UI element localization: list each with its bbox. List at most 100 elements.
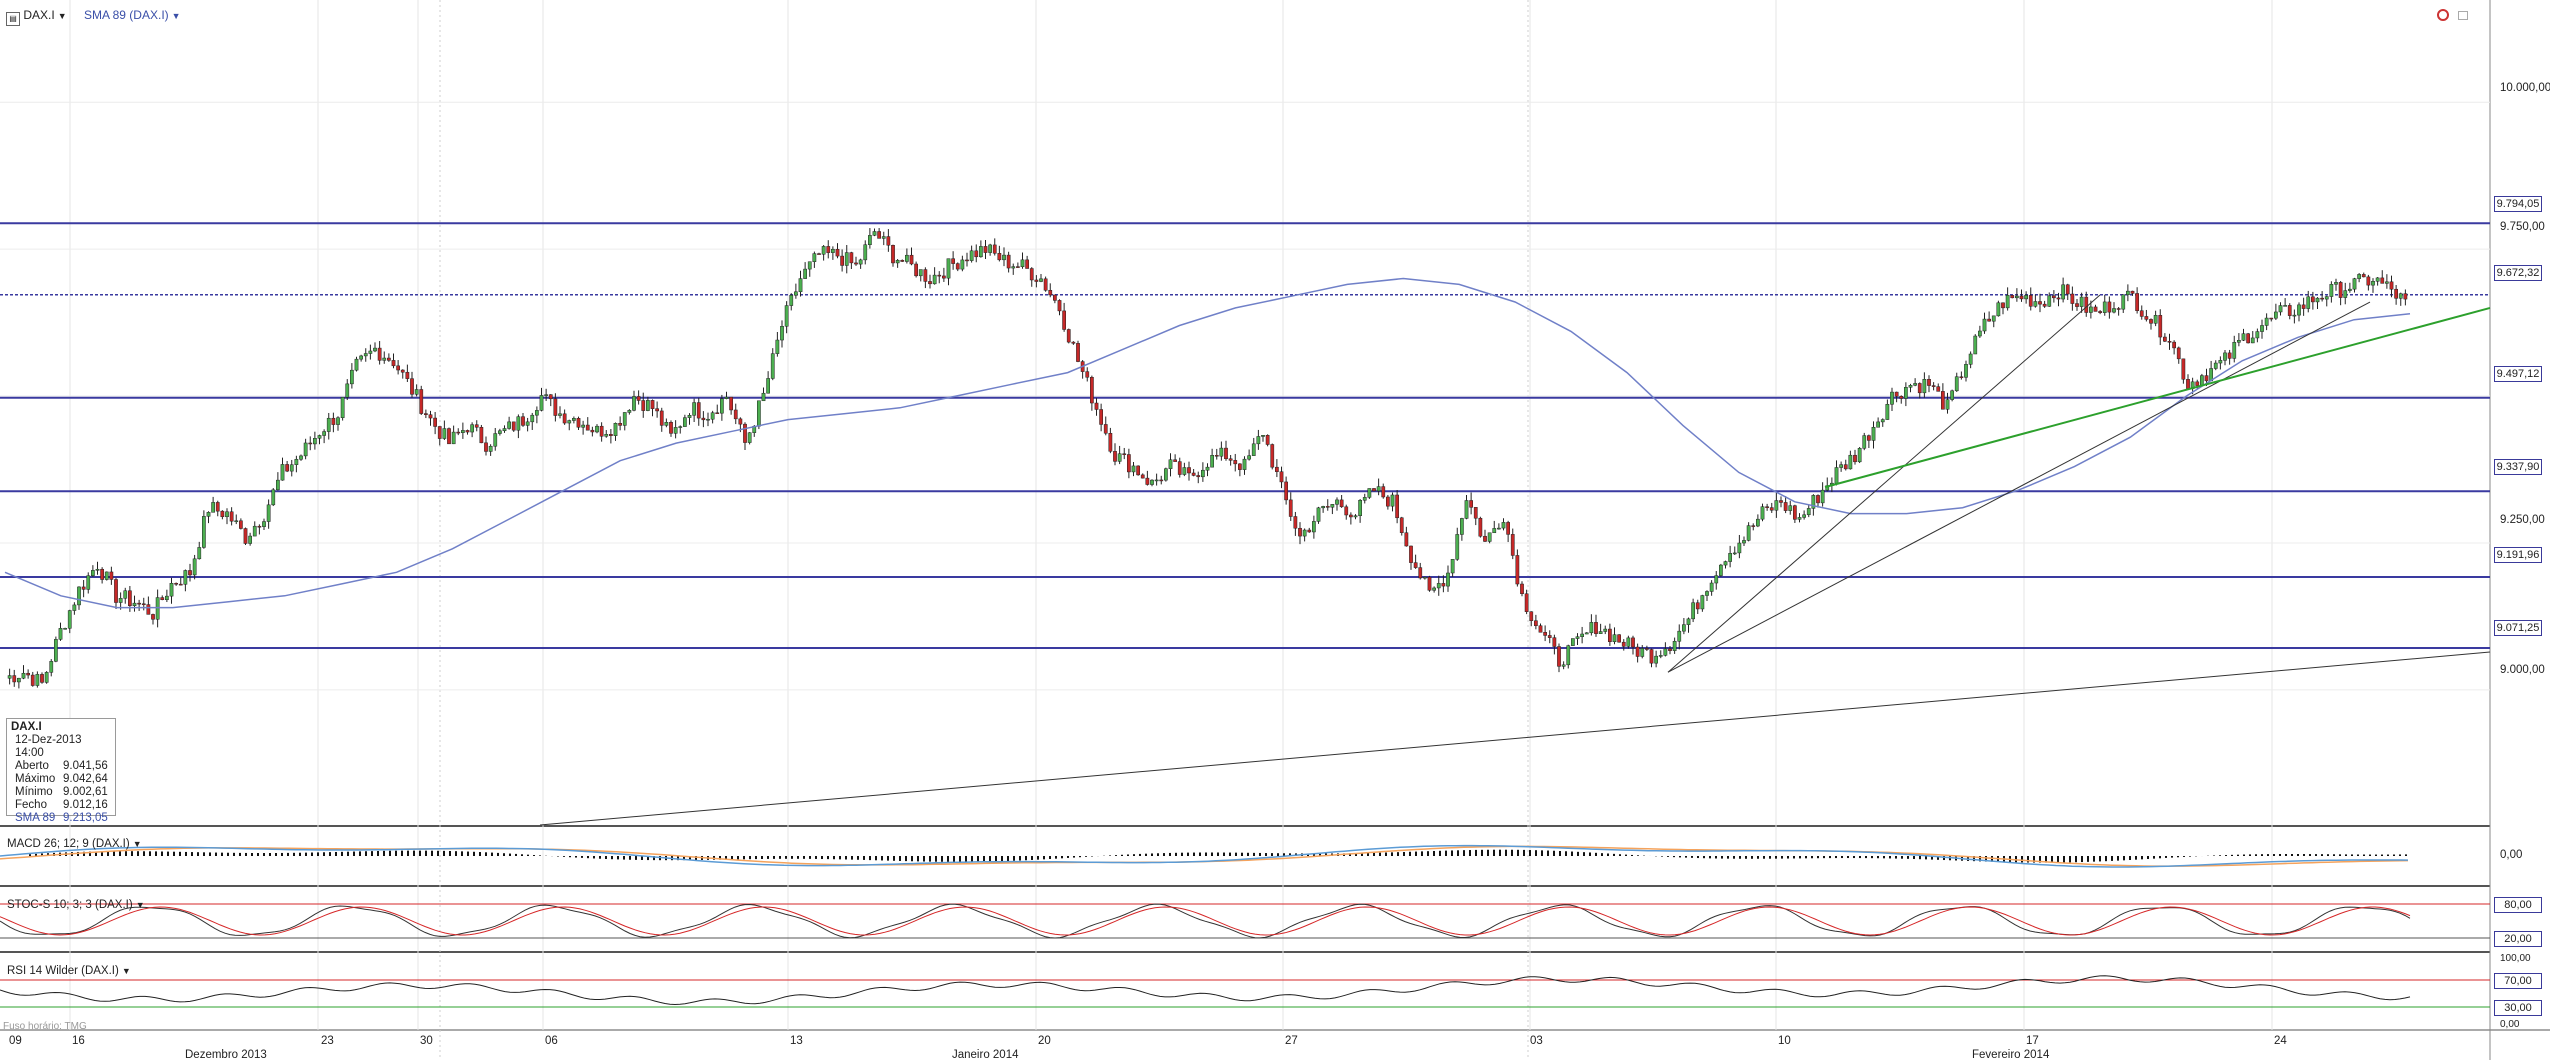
rsi-pane-label[interactable]: RSI 14 Wilder (DAX.I) ▼ xyxy=(7,965,131,977)
candle-body xyxy=(1908,385,1913,388)
candle-body xyxy=(2163,336,2167,342)
candle-body xyxy=(49,661,54,673)
candle-body xyxy=(1793,505,1797,520)
candle-body xyxy=(1279,471,1284,483)
candle-body xyxy=(2334,282,2338,285)
candle-body xyxy=(770,353,775,379)
indicator-selector[interactable]: SMA 89 (DAX.I) ▼ xyxy=(84,8,181,22)
candle-body xyxy=(1552,637,1557,647)
candle-body xyxy=(747,432,752,443)
candle-body xyxy=(2385,281,2389,284)
candle-body xyxy=(488,445,493,452)
candle-body xyxy=(2186,379,2190,389)
candle-body xyxy=(1649,649,1654,664)
candle-body xyxy=(2343,290,2348,298)
candle-body xyxy=(1335,499,1339,505)
candle-body xyxy=(377,347,382,361)
window-toggle-icon[interactable] xyxy=(2458,11,2468,20)
candle-body xyxy=(997,253,1002,261)
symbol-selector[interactable]: DAX.I ▼ xyxy=(23,8,66,22)
clock-icon[interactable] xyxy=(2437,9,2449,21)
stoc-pane-label[interactable]: STOC-S 10; 3; 3 (DAX.I) ▼ xyxy=(7,899,145,911)
candle-body xyxy=(1867,435,1871,441)
candle-body xyxy=(336,417,340,425)
candle-body xyxy=(2398,293,2403,299)
candle-body xyxy=(211,502,215,513)
candle-body xyxy=(1016,266,1020,268)
x-day-label: 03 xyxy=(1530,1035,1543,1047)
candle-body xyxy=(664,422,669,426)
candle-body xyxy=(1705,591,1709,596)
candle-body xyxy=(590,429,595,433)
candle-body xyxy=(942,275,946,279)
candle-body xyxy=(535,410,539,416)
stoc-lo-tag: 20,00 xyxy=(2494,931,2542,947)
candle-body xyxy=(456,431,461,434)
candle-body xyxy=(1987,318,1991,322)
candle-body xyxy=(511,421,516,431)
candle-body xyxy=(1409,545,1413,563)
candle-body xyxy=(479,427,484,444)
candle-body xyxy=(2158,315,2163,338)
candle-body xyxy=(1006,254,1011,269)
rsi-70-tag: 70,00 xyxy=(2494,973,2542,989)
candle-body xyxy=(141,603,146,606)
candle-body xyxy=(1723,561,1728,566)
candle-body xyxy=(646,400,650,411)
candle-body xyxy=(146,604,151,615)
candle-body xyxy=(1672,641,1677,651)
candle-body xyxy=(2033,301,2038,307)
candle-body xyxy=(581,424,585,428)
candle-body xyxy=(2297,304,2301,316)
candle-body xyxy=(1913,383,1917,386)
candle-body xyxy=(1099,409,1103,425)
candle-body xyxy=(2375,277,2380,282)
candle-body xyxy=(1214,455,1219,457)
info-row: Fecho 9.012,16 xyxy=(15,799,108,811)
candle-body xyxy=(2260,325,2264,332)
level-price-tag: 9.191,96 xyxy=(2494,547,2542,563)
candle-body xyxy=(1367,488,1372,498)
candle-body xyxy=(1020,259,1025,268)
candle-body xyxy=(1626,637,1631,647)
candle-body xyxy=(1312,521,1316,533)
candle-body xyxy=(2038,301,2042,305)
macd-pane-label[interactable]: MACD 26; 12; 9 (DAX.I) ▼ xyxy=(7,838,142,850)
candle-body xyxy=(595,425,599,433)
stoc-d-line xyxy=(0,906,2411,936)
candle-body xyxy=(2204,375,2209,382)
candle-body xyxy=(215,502,220,512)
info-row: Máximo 9.042,64 xyxy=(15,773,108,785)
y-tick-label: 9.750,00 xyxy=(2500,221,2545,233)
candle-body xyxy=(155,597,160,620)
candle-body xyxy=(137,602,141,605)
candle-body xyxy=(2181,358,2186,380)
candle-body xyxy=(437,426,442,439)
candle-body xyxy=(2306,296,2311,309)
candle-body xyxy=(1071,341,1076,344)
candle-body xyxy=(2102,301,2107,313)
chart-type-icon[interactable]: ▤ xyxy=(6,12,20,26)
candle-body xyxy=(1043,278,1048,291)
candle-body xyxy=(1427,576,1432,591)
candle-body xyxy=(1580,633,1584,637)
candle-body xyxy=(692,402,696,416)
rsi-line xyxy=(0,975,2411,1006)
candle-body xyxy=(1742,540,1746,544)
candle-body xyxy=(2255,331,2260,339)
candle-body xyxy=(757,400,761,427)
candle-body xyxy=(1950,390,1954,400)
candle-body xyxy=(202,516,206,548)
candle-body xyxy=(1862,435,1867,449)
candle-body xyxy=(1321,506,1325,509)
candle-body xyxy=(1631,637,1635,648)
info-row: Mínimo 9.002,61 xyxy=(15,786,108,798)
candle-body xyxy=(2237,340,2241,343)
candle-body xyxy=(1196,475,1201,478)
candle-body xyxy=(2153,315,2158,324)
candle-body xyxy=(1834,467,1839,484)
candle-body xyxy=(2005,295,2010,309)
candle-body xyxy=(86,575,91,590)
candle-body xyxy=(220,510,225,518)
info-datetime: 12-Dez-2013 14:00 xyxy=(15,734,82,759)
